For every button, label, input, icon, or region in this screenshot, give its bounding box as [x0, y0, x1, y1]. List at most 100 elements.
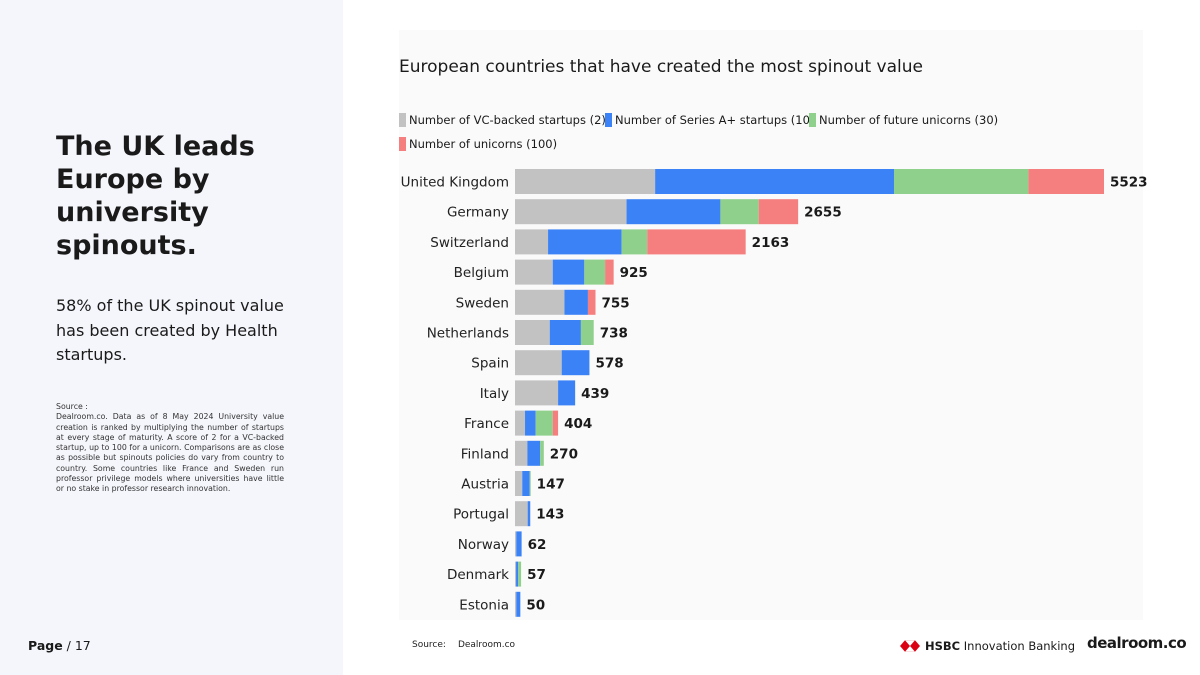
bar-segment-vc-norway: [515, 531, 517, 557]
legend-label-series-a: Number of Series A+ startups (10): [615, 113, 815, 127]
total-label-belgium: 925: [620, 265, 648, 281]
bar-segment-series-a-belgium: [552, 259, 585, 285]
total-label-spain: 578: [595, 356, 623, 372]
bar-segment-vc-france: [515, 410, 526, 436]
total-label-sweden: 755: [602, 295, 630, 311]
category-label-italy: Italy: [480, 386, 509, 402]
bar-segment-future-unicorn-germany: [720, 199, 759, 225]
category-label-spain: Spain: [471, 356, 509, 372]
bar-segment-future-unicorn-austria: [529, 471, 531, 496]
footer-source-value: Dealroom.co: [457, 640, 516, 650]
total-label-denmark: 57: [527, 567, 546, 583]
bar-segment-future-unicorn-belgium: [584, 259, 606, 285]
category-label-portugal: Portugal: [453, 507, 509, 523]
total-label-austria: 147: [537, 477, 565, 493]
hsbc-hexagon-icon: [900, 640, 920, 652]
bar-segment-vc-denmark: [515, 561, 517, 587]
bar-segment-vc-sweden: [515, 289, 565, 315]
total-label-italy: 439: [581, 386, 609, 402]
bar-segment-series-a-estonia: [516, 591, 521, 617]
total-label-united-kingdom: 5523: [1110, 175, 1148, 191]
hsbc-innovation-banking-logo: HSBC Innovation Banking: [896, 632, 1075, 660]
category-label-norway: Norway: [458, 537, 509, 553]
page-total: / 17: [62, 638, 91, 653]
bar-segment-series-a-finland: [527, 440, 541, 466]
total-label-germany: 2655: [804, 205, 842, 221]
category-label-united-kingdom: United Kingdom: [401, 175, 509, 191]
legend-swatch-unicorn: [399, 137, 406, 151]
category-label-austria: Austria: [461, 477, 509, 493]
footer-source-label: Source:: [412, 640, 446, 650]
category-label-finland: Finland: [461, 446, 509, 462]
category-label-belgium: Belgium: [454, 265, 509, 281]
bar-segment-unicorn-switzerland: [647, 229, 746, 255]
legend-item-unicorn: Number of unicorns (100): [399, 137, 557, 151]
source-note: Source : Dealroom.co. Data as of 8 May 2…: [56, 402, 284, 495]
legend-label-vc: Number of VC-backed startups (2): [409, 113, 606, 127]
bar-segment-future-unicorn-netherlands: [580, 320, 594, 345]
legend-swatch-vc: [399, 113, 406, 127]
category-label-estonia: Estonia: [459, 597, 509, 613]
bar-segment-vc-belgium: [515, 259, 553, 285]
bar-segment-unicorn-sweden: [587, 289, 596, 315]
bar-segment-vc-estonia: [515, 591, 517, 617]
total-label-norway: 62: [528, 537, 547, 553]
total-label-netherlands: 738: [600, 326, 628, 342]
page-headline: The UK leads Europe by university spinou…: [56, 131, 255, 261]
bar-segment-series-a-switzerland: [548, 229, 622, 255]
bar-segment-series-a-netherlands: [549, 320, 581, 345]
chart-title: European countries that have created the…: [399, 57, 923, 77]
footer-source: Source: Dealroom.co: [412, 640, 515, 650]
dealroom-logo: dealroom.co: [1087, 634, 1187, 652]
bar-segment-series-a-denmark: [516, 561, 519, 587]
legend-item-vc: Number of VC-backed startups (2): [399, 113, 606, 127]
page-number: Page / 17: [28, 638, 91, 653]
bar-segment-future-unicorn-switzerland: [621, 229, 648, 255]
bar-segment-future-unicorn-finland: [540, 440, 544, 466]
hsbc-logo-rest: Innovation Banking: [960, 639, 1075, 653]
bar-segment-vc-germany: [515, 199, 627, 225]
bar-segment-vc-austria: [515, 471, 523, 496]
left-panel: [0, 0, 343, 675]
bar-segment-unicorn-united-kingdom: [1028, 169, 1104, 194]
legend-label-unicorn: Number of unicorns (100): [409, 137, 558, 151]
bar-segment-vc-italy: [515, 380, 559, 406]
hsbc-logo-bold: HSBC: [925, 639, 961, 653]
category-label-france: France: [464, 416, 509, 432]
total-label-finland: 270: [550, 446, 578, 462]
legend-swatch-series-a: [605, 113, 612, 127]
bar-segment-series-a-portugal: [527, 501, 531, 527]
bar-segment-vc-spain: [515, 350, 562, 376]
legend-item-series-a: Number of Series A+ startups (10): [605, 113, 814, 127]
bar-segment-unicorn-germany: [758, 199, 799, 225]
bar-segment-series-a-france: [525, 410, 536, 436]
total-label-france: 404: [564, 416, 592, 432]
bar-segment-future-unicorn-denmark: [518, 561, 522, 587]
category-label-germany: Germany: [447, 205, 509, 221]
bar-segment-vc-portugal: [515, 501, 528, 527]
bar-segment-future-unicorn-united-kingdom: [894, 169, 1029, 194]
bar-segment-vc-united-kingdom: [515, 169, 656, 194]
total-label-switzerland: 2163: [752, 235, 790, 251]
bar-segment-series-a-united-kingdom: [655, 169, 895, 194]
hsbc-logo-text: HSBC Innovation Banking: [925, 639, 1075, 653]
bar-segment-series-a-austria: [522, 471, 530, 496]
bar-segment-unicorn-france: [552, 410, 559, 436]
category-label-netherlands: Netherlands: [427, 326, 509, 342]
bar-segment-unicorn-belgium: [605, 259, 614, 285]
summary-text: 58% of the UK spinout value has been cre…: [56, 296, 284, 364]
bar-segment-future-unicorn-france: [535, 410, 553, 436]
total-label-portugal: 143: [536, 507, 564, 523]
legend-swatch-future: [809, 113, 816, 127]
category-label-switzerland: Switzerland: [430, 235, 509, 251]
source-note-body: Dealroom.co. Data as of 8 May 2024 Unive…: [56, 412, 284, 494]
bar-segment-series-a-germany: [626, 199, 721, 225]
bar-segment-vc-netherlands: [515, 320, 550, 345]
category-label-sweden: Sweden: [456, 295, 509, 311]
category-label-denmark: Denmark: [447, 567, 509, 583]
bar-segment-vc-finland: [515, 440, 528, 466]
bar-segment-series-a-italy: [558, 380, 576, 406]
total-label-estonia: 50: [526, 597, 545, 613]
source-note-title: Source :: [56, 402, 88, 411]
